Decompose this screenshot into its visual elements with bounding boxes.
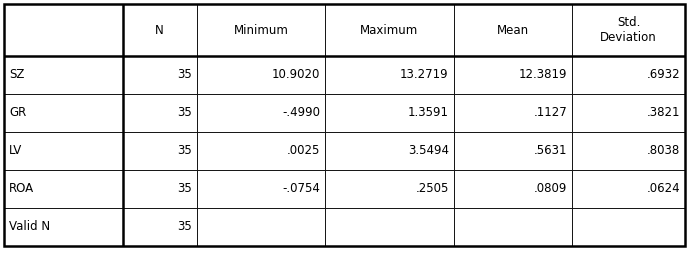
Text: .0025: .0025 [287, 145, 320, 158]
Bar [325, 4, 454, 56]
Text: .3821: .3821 [646, 107, 680, 120]
Text: 35: 35 [177, 220, 192, 233]
Bar [123, 94, 197, 132]
Bar [197, 132, 325, 170]
Text: ROA: ROA [9, 183, 34, 196]
Bar [454, 170, 573, 208]
Bar [197, 94, 325, 132]
Bar [454, 208, 573, 246]
Bar [4, 56, 123, 94]
Text: 3.5494: 3.5494 [408, 145, 449, 158]
Text: 10.9020: 10.9020 [272, 68, 320, 81]
Bar [573, 170, 685, 208]
Text: 13.2719: 13.2719 [400, 68, 449, 81]
Bar [325, 170, 454, 208]
Text: Maximum: Maximum [360, 23, 419, 36]
Text: SZ: SZ [9, 68, 24, 81]
Bar [573, 4, 685, 56]
Text: LV: LV [9, 145, 22, 158]
Bar [573, 56, 685, 94]
Text: .0624: .0624 [646, 183, 680, 196]
Bar [197, 170, 325, 208]
Text: .1127: .1127 [533, 107, 567, 120]
Text: GR: GR [9, 107, 26, 120]
Bar [4, 4, 123, 56]
Bar [123, 170, 197, 208]
Bar [454, 56, 573, 94]
Bar [454, 4, 573, 56]
Bar [573, 94, 685, 132]
Text: N: N [155, 23, 164, 36]
Text: -.4990: -.4990 [282, 107, 320, 120]
Text: 35: 35 [177, 183, 192, 196]
Bar [573, 132, 685, 170]
Bar [197, 4, 325, 56]
Bar [4, 170, 123, 208]
Bar [325, 208, 454, 246]
Bar [454, 94, 573, 132]
Text: .6932: .6932 [646, 68, 680, 81]
Text: 35: 35 [177, 68, 192, 81]
Bar [197, 56, 325, 94]
Bar [123, 4, 197, 56]
Bar [4, 132, 123, 170]
Text: 1.3591: 1.3591 [408, 107, 449, 120]
Bar [123, 132, 197, 170]
Bar [4, 208, 123, 246]
Bar [4, 94, 123, 132]
Text: .0809: .0809 [534, 183, 567, 196]
Bar [197, 208, 325, 246]
Text: -.0754: -.0754 [282, 183, 320, 196]
Text: 35: 35 [177, 145, 192, 158]
Text: Valid N: Valid N [9, 220, 50, 233]
Bar [123, 208, 197, 246]
Bar [325, 132, 454, 170]
Text: .2505: .2505 [415, 183, 449, 196]
Bar [454, 132, 573, 170]
Text: Mean: Mean [497, 23, 529, 36]
Text: .5631: .5631 [534, 145, 567, 158]
Text: Std.
Deviation: Std. Deviation [600, 16, 657, 44]
Text: Minimum: Minimum [234, 23, 289, 36]
Text: .8038: .8038 [647, 145, 680, 158]
Bar [123, 56, 197, 94]
Bar [325, 94, 454, 132]
Text: 35: 35 [177, 107, 192, 120]
Bar [325, 56, 454, 94]
Bar [573, 208, 685, 246]
Text: 12.3819: 12.3819 [519, 68, 567, 81]
